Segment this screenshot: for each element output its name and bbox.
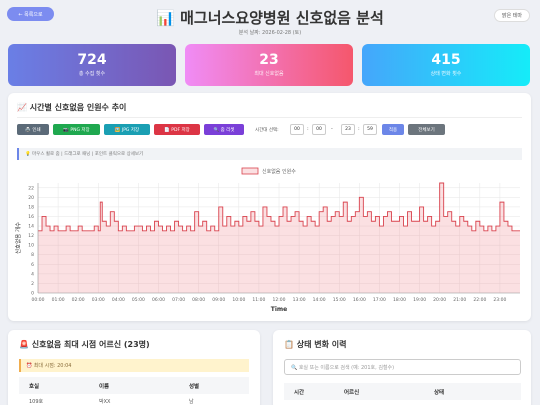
stat-label: 최대 신호없음 bbox=[254, 71, 284, 77]
x-tick-label: 03:00 bbox=[92, 297, 105, 303]
x-tick-label: 02:00 bbox=[72, 297, 85, 303]
colon: : bbox=[307, 126, 309, 132]
stat-label: 상태 변화 횟수 bbox=[430, 71, 462, 77]
x-tick-label: 21:00 bbox=[453, 297, 466, 303]
x-tick-label: 05:00 bbox=[132, 297, 145, 303]
back-button[interactable]: ← 목록으로 bbox=[7, 7, 54, 21]
colon: : bbox=[358, 126, 360, 132]
y-tick-label: 8 bbox=[31, 252, 34, 258]
y-tick-label: 16 bbox=[28, 214, 34, 220]
line-chart[interactable]: 신호없음 인원수 0 2 4 6 8 10 12 14 16 18 20 22 00:00 01:00 02… bbox=[8, 163, 531, 318]
y-tick-label: 12 bbox=[28, 233, 34, 239]
cell-room: 109호 bbox=[29, 399, 44, 405]
analysis-date: 분석 날짜: 2026-02-28 (토) bbox=[238, 30, 302, 36]
stat-value: 724 bbox=[77, 52, 107, 68]
end-minute-input[interactable]: 59 bbox=[363, 124, 377, 135]
y-tick-label: 2 bbox=[31, 281, 34, 287]
stat-card-changes: 415 상태 변화 횟수 bbox=[362, 44, 530, 86]
theme-toggle-button[interactable]: 밝은 테마 bbox=[494, 9, 530, 22]
y-tick-label: 18 bbox=[28, 204, 34, 210]
x-axis-label: Time bbox=[271, 306, 287, 313]
x-tick-label: 12:00 bbox=[273, 297, 286, 303]
save-jpg-button[interactable]: 🖼️ JPG 저장 bbox=[104, 124, 150, 135]
page-title: 📊 매그너스요양병원 신호없음 분석 bbox=[156, 9, 384, 27]
x-tick-label: 13:00 bbox=[293, 297, 306, 303]
table-row[interactable]: 109호 박XX 남 bbox=[19, 396, 249, 405]
chart-hint: 💡 마우스 휠로 줌 | 드래그로 패닝 | 포인트 클릭으로 상세보기 bbox=[17, 148, 522, 160]
max-time-alert: ⏰ 최대 시점: 20:04 bbox=[19, 359, 249, 372]
range-dash: - bbox=[331, 126, 333, 132]
y-tick-label: 14 bbox=[28, 224, 34, 230]
x-tick-label: 14:00 bbox=[313, 297, 326, 303]
header-room: 호실 bbox=[29, 384, 40, 390]
x-tick-label: 06:00 bbox=[152, 297, 165, 303]
x-tick-label: 23:00 bbox=[493, 297, 506, 303]
series-line bbox=[38, 182, 520, 232]
start-minute-input[interactable]: 00 bbox=[312, 124, 326, 135]
header-status: 상태 bbox=[434, 390, 445, 396]
start-hour-input[interactable]: 00 bbox=[290, 124, 304, 135]
x-tick-label: 00:00 bbox=[32, 297, 45, 303]
history-panel-title: 📋 상태 변화 이력 bbox=[284, 340, 347, 349]
table-header: 호실 이름 성별 bbox=[19, 377, 249, 394]
x-tick-label: 22:00 bbox=[473, 297, 486, 303]
show-all-button[interactable]: 전체보기 bbox=[408, 124, 445, 135]
header-resident: 어르신 bbox=[344, 390, 360, 396]
stat-card-max: 23 최대 신호없음 bbox=[185, 44, 353, 86]
x-tick-label: 11:00 bbox=[252, 297, 265, 303]
chart-icon: 📊 bbox=[156, 9, 181, 27]
x-tick-label: 18:00 bbox=[393, 297, 406, 303]
cell-name: 박XX bbox=[99, 399, 111, 405]
y-axis-label: 신호없음 개수 bbox=[14, 222, 22, 254]
x-tick-label: 16:00 bbox=[353, 297, 366, 303]
time-range-label: 시간대 선택: bbox=[255, 128, 279, 133]
x-tick-label: 15:00 bbox=[333, 297, 346, 303]
legend-label: 신호없음 인원수 bbox=[262, 168, 296, 175]
y-tick-label: 6 bbox=[31, 262, 34, 268]
stat-card-total: 724 총 수집 횟수 bbox=[8, 44, 176, 86]
legend-swatch bbox=[241, 167, 259, 175]
stat-value: 415 bbox=[431, 52, 461, 68]
table-header: 시간 어르신 상태 bbox=[284, 383, 521, 400]
x-tick-label: 04:00 bbox=[112, 297, 125, 303]
history-panel: 📋 상태 변화 이력 🔍 호실 또는 이름으로 검색 (예: 201호, 김철수… bbox=[273, 330, 531, 405]
y-tick-label: 0 bbox=[31, 291, 34, 297]
x-tick-label: 17:00 bbox=[373, 297, 386, 303]
divider bbox=[17, 117, 522, 118]
chart-legend[interactable]: 신호없음 인원수 bbox=[241, 167, 296, 175]
chart-panel-title: 📈 시간별 신호없음 인원수 추이 bbox=[17, 103, 127, 112]
max-time-panel: 🚨 신호없음 최대 시점 어르신 (23명) ⏰ 최대 시점: 20:04 호실… bbox=[8, 330, 260, 405]
header-name: 이름 bbox=[99, 384, 110, 390]
max-time-panel-title: 🚨 신호없음 최대 시점 어르신 (23명) bbox=[19, 340, 150, 349]
zoom-reset-button[interactable]: 🔍 줌 리셋 bbox=[204, 124, 244, 135]
chart-axes: 0 2 4 6 8 10 12 14 16 18 20 22 00:00 01:00 02:00 03:00 0… bbox=[14, 183, 520, 313]
x-tick-label: 19:00 bbox=[413, 297, 426, 303]
chart-panel: 📈 시간별 신호없음 인원수 추이 🖨️ 인쇄 📷 PNG 저장 🖼️ JPG … bbox=[8, 93, 531, 321]
x-tick-label: 08:00 bbox=[192, 297, 205, 303]
x-tick-label: 01:00 bbox=[52, 297, 65, 303]
stat-label: 총 수집 횟수 bbox=[78, 71, 106, 77]
y-tick-label: 22 bbox=[28, 185, 34, 191]
x-tick-label: 10:00 bbox=[232, 297, 245, 303]
x-tick-label: 20:00 bbox=[433, 297, 446, 303]
series-area bbox=[38, 183, 520, 293]
end-hour-input[interactable]: 23 bbox=[341, 124, 355, 135]
stat-value: 23 bbox=[259, 52, 279, 68]
header-time: 시간 bbox=[294, 390, 305, 396]
header-gender: 성별 bbox=[189, 384, 200, 390]
save-png-button[interactable]: 📷 PNG 저장 bbox=[53, 124, 100, 135]
history-search-input[interactable]: 🔍 호실 또는 이름으로 검색 (예: 201호, 김철수) bbox=[284, 359, 521, 375]
chart-series bbox=[38, 182, 520, 293]
save-pdf-button[interactable]: 📄 PDF 저장 bbox=[154, 124, 200, 135]
y-tick-label: 20 bbox=[28, 195, 34, 201]
x-tick-label: 07:00 bbox=[172, 297, 185, 303]
y-tick-label: 4 bbox=[31, 271, 34, 277]
apply-button[interactable]: 적용 bbox=[382, 124, 404, 135]
y-tick-label: 10 bbox=[28, 243, 34, 249]
x-tick-label: 09:00 bbox=[212, 297, 225, 303]
cell-gender: 남 bbox=[189, 399, 194, 405]
print-button[interactable]: 🖨️ 인쇄 bbox=[17, 124, 49, 135]
